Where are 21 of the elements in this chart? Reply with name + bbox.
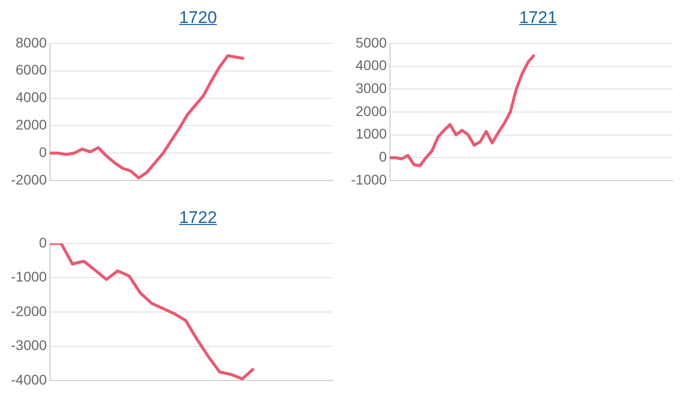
- y-tick-label: 4000: [356, 57, 388, 74]
- y-tick-label: 2000: [16, 116, 48, 133]
- chart-title: 1721: [519, 8, 557, 27]
- y-tick-label: 0: [39, 234, 48, 250]
- y-tick-label: 8000: [16, 34, 48, 50]
- y-tick-label: -2000: [10, 171, 48, 188]
- y-tick-label: 0: [379, 148, 388, 165]
- chart-title: 1722: [179, 208, 217, 227]
- y-tick-label: 3000: [356, 80, 388, 96]
- y-tick-label: 5000: [356, 34, 388, 50]
- y-tick-label: -1000: [10, 268, 48, 285]
- y-tick-label: 6000: [16, 62, 48, 78]
- y-tick-label: 1000: [356, 126, 388, 142]
- y-tick-label: 2000: [356, 102, 388, 119]
- y-tick-label: -1000: [350, 171, 388, 188]
- y-tick-label: -2000: [10, 302, 48, 319]
- y-tick-label: 4000: [16, 89, 48, 106]
- y-tick-label: -3000: [10, 337, 48, 354]
- chart-title: 1720: [179, 8, 217, 27]
- y-tick-label: 0: [39, 144, 48, 160]
- y-tick-label: -4000: [10, 371, 48, 388]
